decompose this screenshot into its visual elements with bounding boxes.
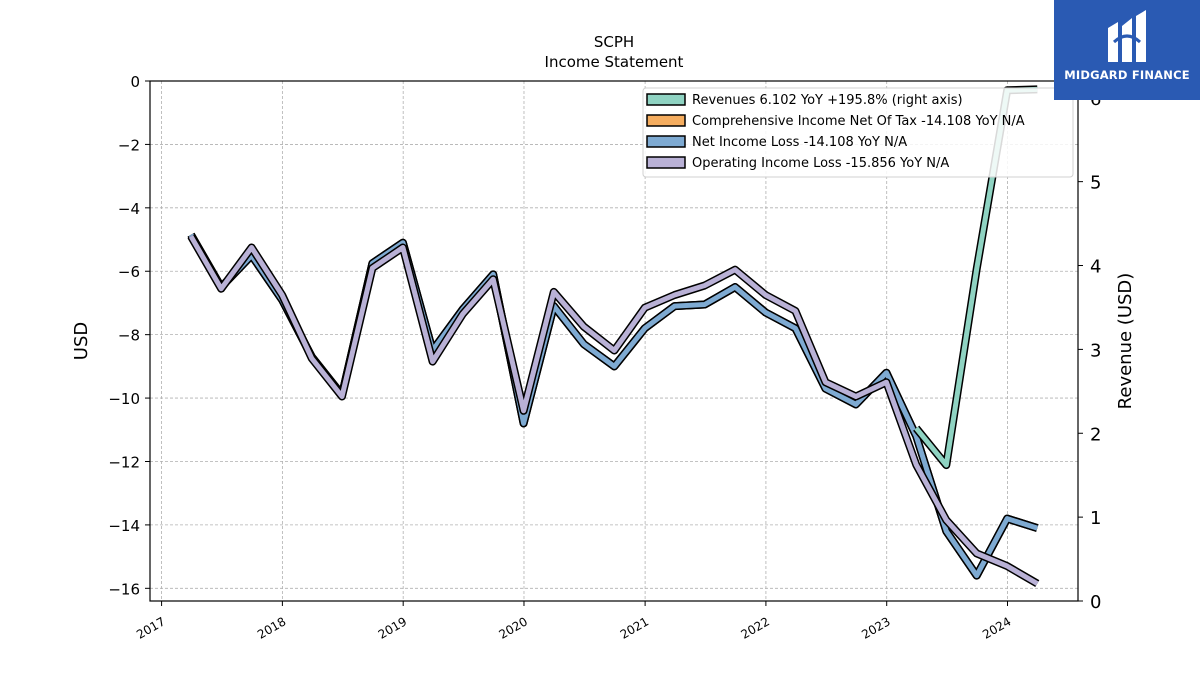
legend-swatch bbox=[646, 135, 686, 148]
y-right-tick-label: 5 bbox=[1090, 173, 1101, 194]
legend-box bbox=[642, 87, 1074, 178]
chart-title: SCPH bbox=[594, 33, 634, 51]
midgard-logo-icon bbox=[1108, 10, 1146, 62]
y-tick-label: −4 bbox=[118, 200, 140, 218]
brand-name: MIDGARD FINANCE bbox=[1064, 68, 1190, 82]
y-right-tick-label: 4 bbox=[1090, 257, 1101, 278]
legend-swatch bbox=[646, 93, 686, 106]
legend-entry: Net Income Loss -14.108 YoY N/A bbox=[692, 135, 907, 150]
y-tick-label: −14 bbox=[108, 517, 140, 535]
series-line bbox=[188, 233, 1039, 579]
y-tick-label: −8 bbox=[118, 327, 140, 345]
legend: Revenues 6.102 YoY +195.8% (right axis) C… bbox=[642, 87, 1074, 178]
y-right-tick-label: 0 bbox=[1090, 592, 1101, 613]
y-tick-label: −16 bbox=[108, 580, 140, 598]
axes bbox=[145, 80, 1083, 606]
y-tick-label: 0 bbox=[130, 73, 140, 91]
y-axis-right-label: Revenue (USD) bbox=[1115, 273, 1136, 410]
legend-entry: Comprehensive Income Net Of Tax -14.108 … bbox=[692, 114, 1025, 129]
x-tick-label: 2020 bbox=[497, 614, 530, 641]
x-tick-label: 2022 bbox=[738, 614, 771, 641]
series-1 bbox=[187, 232, 1039, 580]
y-right-tick-label: 2 bbox=[1090, 424, 1101, 445]
legend-entry: Revenues 6.102 YoY +195.8% (right axis) bbox=[692, 93, 963, 108]
series-line-outline bbox=[187, 232, 1039, 580]
brand-logo: MIDGARD FINANCE bbox=[1054, 0, 1200, 100]
series-line bbox=[188, 233, 1039, 579]
series-3 bbox=[187, 234, 1040, 588]
x-tick-label: 2018 bbox=[255, 614, 288, 641]
legend-swatch bbox=[646, 156, 686, 169]
y-right-tick-label: 3 bbox=[1090, 340, 1101, 361]
legend-entry: Operating Income Loss -15.856 YoY N/A bbox=[692, 156, 949, 171]
x-tick-label: 2024 bbox=[980, 614, 1013, 641]
y-tick-label: −10 bbox=[108, 390, 140, 408]
x-tick-label: 2019 bbox=[376, 614, 409, 641]
x-tick-label: 2017 bbox=[134, 614, 167, 641]
y-tick-label: −2 bbox=[118, 136, 140, 154]
legend-swatch bbox=[646, 114, 686, 127]
series-layer bbox=[187, 85, 1040, 588]
series-2 bbox=[187, 232, 1039, 580]
plot-frame bbox=[149, 80, 1079, 602]
y-right-tick-label: 1 bbox=[1090, 508, 1101, 529]
y-tick-label: −6 bbox=[118, 263, 140, 281]
chart-subtitle: Income Statement bbox=[545, 53, 684, 71]
series-line-outline bbox=[187, 232, 1039, 580]
series-line bbox=[188, 235, 1039, 586]
series-line-outline bbox=[187, 234, 1040, 588]
x-tick-label: 2021 bbox=[618, 614, 651, 641]
y-tick-label: −12 bbox=[108, 453, 140, 471]
x-tick-label: 2023 bbox=[859, 614, 892, 641]
y-axis-label: USD bbox=[71, 322, 92, 360]
